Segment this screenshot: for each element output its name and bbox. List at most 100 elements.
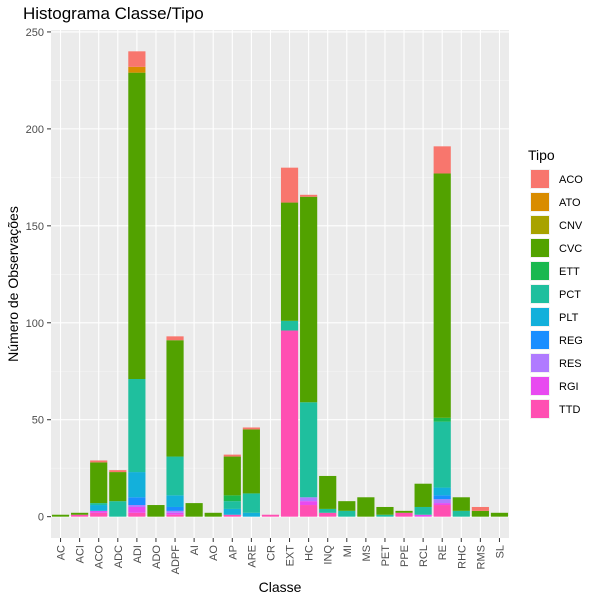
bar-segment-ext-aco (280, 167, 299, 203)
bar-segment-aco-cvc (90, 462, 108, 504)
bar-segment-rms-cvc (471, 510, 489, 517)
bar-segment-adi-ato (128, 66, 146, 73)
bar-segment-aco-pct (90, 503, 108, 506)
chart-title: Histograma Classe/Tipo (23, 4, 204, 23)
bar-segment-are-plt (242, 512, 260, 517)
x-tick-label: PET (380, 545, 392, 567)
bar-segment-mi-pct (338, 510, 356, 517)
legend-swatch-cvc (531, 239, 549, 257)
bar-segment-adi-pct (128, 379, 146, 473)
bar-segment-hc-res (300, 497, 318, 502)
x-axis: AC ACI ACO ADC ADI ADO ADPF AI AO AP ARE CR EXT HC INQ… (56, 538, 506, 575)
bar-segment-re-ttd (433, 505, 451, 517)
legend-label-ett: ETT (559, 266, 580, 278)
bar-segment-are-pct (242, 493, 260, 513)
bar-segment-adpf-reg (166, 506, 184, 511)
x-tick-label: EXT (285, 545, 297, 567)
bar-segment-hc-ttd (300, 505, 318, 517)
bar-segment-rcl-cvc (414, 483, 432, 507)
bar-segment-inq-ttd (319, 512, 337, 517)
legend-title: Tipo (528, 147, 555, 163)
legend-swatch-res (531, 354, 549, 372)
bar-segment-hc-cvc (300, 196, 318, 403)
bar-segment-ado-cvc (147, 505, 165, 517)
legend-swatch-pct (531, 285, 549, 303)
x-tick-label: MI (342, 545, 354, 557)
bar-segment-rhc-cvc (452, 497, 470, 511)
bar-segment-aci-cvc (71, 512, 89, 515)
x-tick-label: ARE (246, 545, 258, 568)
bar-segment-re-pct (433, 421, 451, 488)
x-tick-label: MS (361, 545, 373, 562)
legend-swatch-plt (531, 308, 549, 326)
bar-segment-cr-ttd (261, 514, 280, 517)
bar-segment-adi-ttd (128, 512, 146, 517)
bar-segment-hc-pct (300, 402, 318, 498)
x-tick-label: AI (189, 545, 201, 555)
legend-label-rgi: RGI (559, 381, 579, 393)
bar-segment-ap-plt (223, 508, 241, 515)
x-tick-label: RHC (456, 545, 468, 569)
legend-swatch-aco (531, 170, 549, 188)
bar-segment-adi-cvc (128, 72, 146, 380)
y-axis-title: Número de Observações (5, 206, 21, 362)
x-tick-label: ACO (94, 545, 106, 569)
bar-segment-aco-plt (90, 505, 108, 511)
bar-segment-adi-reg (128, 497, 146, 506)
bar-segment-ap-ett (223, 495, 241, 502)
bar-segment-ap-ttd (223, 514, 241, 517)
x-tick-label: HC (304, 545, 316, 561)
bar-segment-adi-aco (128, 51, 146, 67)
legend-swatch-rgi (531, 377, 549, 395)
legend-label-aco: ACO (559, 174, 583, 186)
legend-label-reg: REG (559, 335, 583, 347)
x-tick-label: AO (208, 545, 220, 561)
bar-segment-adc-cvc (109, 472, 127, 502)
bar-segment-are-aco (242, 427, 260, 430)
bar-segment-adi-plt (128, 472, 146, 498)
bar-segment-adpf-plt (166, 495, 184, 507)
bar-segment-ap-cvc (223, 456, 241, 496)
bar-segment-pet-cvc (376, 506, 394, 515)
bar-segment-adpf-ttd (166, 514, 184, 517)
x-tick-label: SL (494, 545, 506, 558)
bar-segment-re-aco (433, 146, 451, 174)
bar-segment-ext-pct (280, 320, 299, 331)
bar-segment-are-cvc (242, 429, 260, 494)
legend-label-ato: ATO (559, 197, 581, 209)
x-tick-label: ADC (113, 545, 125, 568)
y-tick-label: 150 (26, 221, 44, 233)
x-axis-title: Classe (259, 579, 302, 595)
bar-segment-ext-ttd (280, 330, 299, 517)
y-tick-label: 50 (32, 415, 44, 427)
legend-swatch-ato (531, 193, 549, 211)
bar-segment-adpf-res (166, 510, 184, 513)
legend-label-res: RES (559, 358, 582, 370)
bar-segment-ppe-cvc (395, 510, 413, 513)
x-tick-label: ADPF (170, 545, 182, 575)
bar-segment-ap-aco (223, 454, 241, 457)
x-tick-label: ACI (75, 545, 87, 563)
bar-segment-adi-res (128, 505, 146, 507)
bar-segment-adpf-cvc (166, 340, 184, 457)
bar-segment-adpf-aco (166, 336, 184, 341)
x-tick-label: AC (56, 545, 68, 560)
plot-panel (51, 30, 509, 538)
bar-segment-adpf-pct (166, 456, 184, 496)
y-tick-label: 250 (26, 27, 44, 39)
bar-segment-re-ett (433, 417, 451, 422)
bar-segment-rhc-pct (452, 510, 470, 517)
legend-label-cnv: CNV (559, 220, 583, 232)
bar-segment-ap-pct (223, 501, 241, 509)
y-tick-label: 100 (26, 318, 44, 330)
bar-segment-adpf-rgi (166, 512, 184, 515)
bar-segment-inq-cvc (319, 475, 337, 509)
bar-segment-pet-pct (376, 514, 394, 517)
y-tick-label: 200 (26, 124, 44, 136)
bar-segment-re-plt (433, 487, 451, 496)
legend-label-plt: PLT (559, 312, 579, 324)
bar-segment-re-res (433, 499, 451, 504)
bar-segment-rcl-rgi (414, 514, 432, 517)
bar-segment-aco-ttd (90, 512, 108, 517)
legend-swatch-ett (531, 262, 549, 280)
